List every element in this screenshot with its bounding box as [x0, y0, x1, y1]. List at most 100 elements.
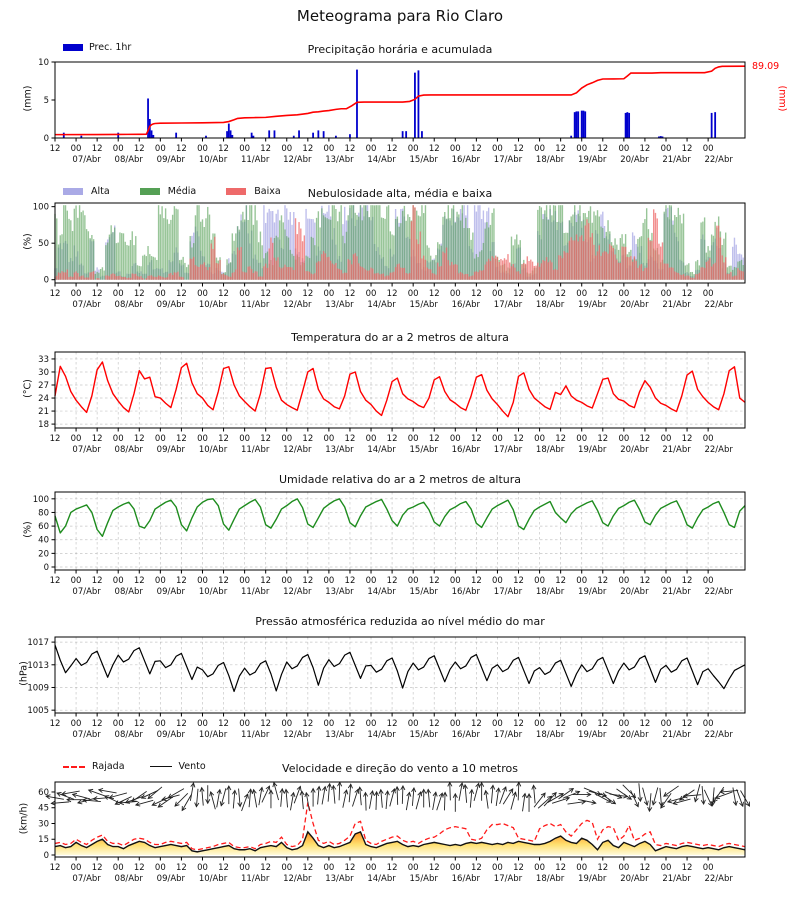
svg-text:45: 45 — [38, 804, 49, 814]
svg-text:22/Abr: 22/Abr — [704, 874, 733, 884]
svg-text:07/Abr: 07/Abr — [72, 155, 101, 165]
svg-text:12: 12 — [471, 144, 482, 154]
svg-text:00: 00 — [661, 576, 672, 586]
svg-text:12: 12 — [682, 863, 693, 873]
svg-text:12: 12 — [471, 434, 482, 444]
svg-text:00: 00 — [197, 863, 208, 873]
svg-text:15/Abr: 15/Abr — [410, 874, 439, 884]
svg-text:12: 12 — [429, 576, 440, 586]
legend-label-media: Média — [167, 186, 197, 197]
svg-text:00: 00 — [408, 863, 419, 873]
svg-text:12: 12 — [682, 576, 693, 586]
svg-text:13/Abr: 13/Abr — [325, 445, 354, 455]
svg-text:00: 00 — [576, 576, 587, 586]
svg-text:12: 12 — [387, 144, 398, 154]
svg-text:07/Abr: 07/Abr — [72, 587, 101, 597]
svg-text:12: 12 — [429, 719, 440, 729]
svg-text:19/Abr: 19/Abr — [578, 587, 607, 597]
svg-text:08/Abr: 08/Abr — [115, 730, 144, 740]
svg-text:19/Abr: 19/Abr — [578, 874, 607, 884]
legend-label-vento: Vento — [178, 761, 206, 772]
svg-text:15/Abr: 15/Abr — [410, 300, 439, 310]
panel-title-pressure: Pressão atmosférica reduzida ao nível mé… — [255, 615, 545, 628]
svg-text:12: 12 — [429, 863, 440, 873]
svg-text:00: 00 — [71, 863, 82, 873]
svg-text:12: 12 — [92, 863, 103, 873]
svg-text:00: 00 — [661, 144, 672, 154]
svg-text:00: 00 — [661, 719, 672, 729]
svg-text:12: 12 — [513, 576, 524, 586]
svg-text:00: 00 — [281, 144, 292, 154]
svg-text:12: 12 — [555, 719, 566, 729]
svg-text:00: 00 — [618, 434, 629, 444]
svg-text:12: 12 — [640, 144, 651, 154]
svg-text:12: 12 — [682, 434, 693, 444]
svg-text:00: 00 — [703, 434, 714, 444]
svg-text:12: 12 — [345, 719, 356, 729]
svg-text:12/Abr: 12/Abr — [283, 445, 312, 455]
svg-text:30: 30 — [38, 368, 49, 378]
svg-text:10/Abr: 10/Abr — [199, 730, 228, 740]
svg-text:12: 12 — [597, 144, 608, 154]
svg-text:00: 00 — [576, 144, 587, 154]
svg-text:00: 00 — [323, 289, 334, 299]
svg-text:10: 10 — [38, 58, 49, 68]
svg-text:12: 12 — [260, 719, 271, 729]
svg-text:00: 00 — [450, 719, 461, 729]
svg-text:00: 00 — [281, 863, 292, 873]
svg-text:12: 12 — [513, 719, 524, 729]
svg-text:00: 00 — [492, 289, 503, 299]
svg-text:12: 12 — [429, 289, 440, 299]
svg-text:21/Abr: 21/Abr — [662, 587, 691, 597]
svg-text:12: 12 — [92, 719, 103, 729]
ylabel-temp: (°C) — [22, 379, 34, 398]
svg-text:12: 12 — [134, 434, 145, 444]
svg-text:19/Abr: 19/Abr — [578, 155, 607, 165]
svg-text:00: 00 — [450, 289, 461, 299]
svg-text:20/Abr: 20/Abr — [620, 587, 649, 597]
svg-text:13/Abr: 13/Abr — [325, 874, 354, 884]
svg-text:12: 12 — [260, 289, 271, 299]
svg-text:15/Abr: 15/Abr — [410, 587, 439, 597]
svg-text:12: 12 — [555, 863, 566, 873]
svg-text:19/Abr: 19/Abr — [578, 730, 607, 740]
svg-text:12: 12 — [345, 289, 356, 299]
svg-text:00: 00 — [408, 719, 419, 729]
svg-text:07/Abr: 07/Abr — [72, 730, 101, 740]
svg-text:12: 12 — [50, 863, 61, 873]
panel-title-precip: Precipitação horária e acumulada — [307, 43, 493, 56]
pressure-panel-plot: 1005 1009 1013 1017 12 00 12 00 12 00 12 00 12 00 12 00… — [27, 636, 746, 740]
svg-text:00: 00 — [366, 863, 377, 873]
svg-text:17/Abr: 17/Abr — [494, 874, 523, 884]
svg-text:12: 12 — [50, 719, 61, 729]
svg-text:14/Abr: 14/Abr — [367, 730, 396, 740]
svg-text:12: 12 — [50, 434, 61, 444]
svg-text:14/Abr: 14/Abr — [367, 155, 396, 165]
svg-text:00: 00 — [534, 434, 545, 444]
ylabel-clouds: (%) — [22, 233, 34, 250]
svg-text:00: 00 — [366, 434, 377, 444]
svg-text:17/Abr: 17/Abr — [494, 155, 523, 165]
svg-text:00: 00 — [450, 144, 461, 154]
svg-text:00: 00 — [71, 576, 82, 586]
svg-text:00: 00 — [534, 863, 545, 873]
svg-text:100: 100 — [33, 203, 49, 213]
humidity-panel-plot: 0 20 40 60 80 100 12 00 12 00 12 00 12 00 12 00 12 00 12 00… — [33, 491, 746, 597]
svg-text:00: 00 — [661, 434, 672, 444]
svg-text:18/Abr: 18/Abr — [536, 155, 565, 165]
svg-text:22/Abr: 22/Abr — [704, 300, 733, 310]
svg-text:18: 18 — [38, 420, 49, 430]
svg-text:09/Abr: 09/Abr — [157, 155, 186, 165]
legend-label-baixa: Baixa — [254, 186, 281, 197]
svg-text:00: 00 — [576, 863, 587, 873]
svg-text:12: 12 — [345, 434, 356, 444]
svg-text:00: 00 — [703, 863, 714, 873]
cloud-alta-swatch — [63, 188, 83, 195]
precip-panel-plot: 0 5 10 12 00 12 00 12 00 12 00 12 00 12 00 12 00 12 00 12 00… — [38, 58, 746, 165]
svg-text:00: 00 — [197, 719, 208, 729]
svg-text:15: 15 — [38, 835, 49, 845]
cloud-media-swatch — [139, 188, 160, 195]
svg-text:5: 5 — [44, 96, 49, 106]
svg-text:12: 12 — [176, 289, 187, 299]
